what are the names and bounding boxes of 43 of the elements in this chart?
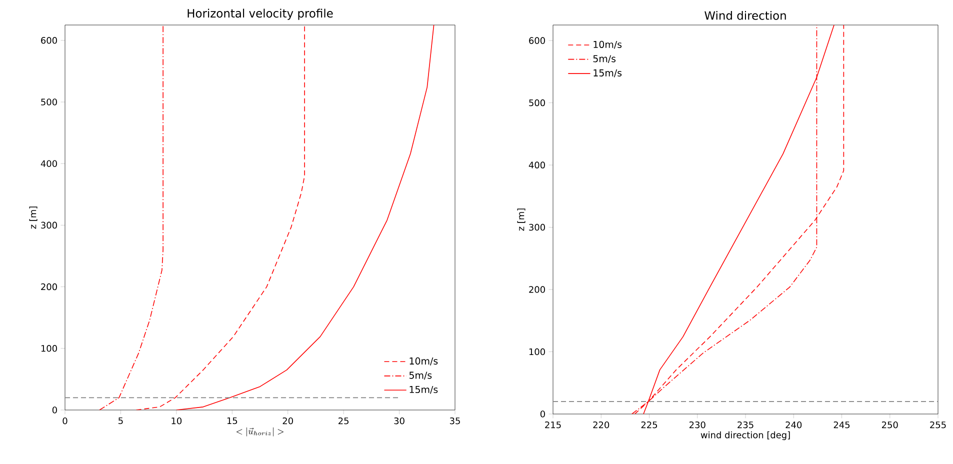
y-tick-label: 200	[41, 283, 57, 290]
legend-label: 15m/s	[594, 69, 622, 78]
x-tick-label: 30	[394, 417, 404, 424]
x-tick-label: 240	[786, 421, 802, 428]
x-tick-label: 215	[545, 421, 561, 428]
x-tick-label: 225	[641, 421, 658, 428]
y-tick-label: 600	[529, 37, 545, 44]
x-tick-label: 20	[282, 417, 293, 424]
legend-label: 15m/s	[410, 386, 438, 394]
y-tick-label: 100	[529, 348, 545, 356]
x-tick-label: 0	[62, 417, 68, 424]
x-tick-label: 35	[450, 417, 460, 424]
x-tick-label: 5	[118, 417, 123, 424]
legend-label: 5m/s	[593, 55, 616, 63]
legend-label: 10m/s	[594, 40, 622, 49]
chart-title: Horizontal velocity profile	[188, 8, 333, 20]
x-tick-label: 250	[882, 421, 898, 428]
y-tick-label: 0	[52, 406, 57, 414]
x-tick-label: 10	[172, 417, 182, 424]
x-axis-title: wind direction [deg]	[700, 431, 790, 440]
y-axis-title: z [m]	[29, 206, 38, 229]
x-tick-label: 15	[227, 417, 238, 424]
y-tick-label: 200	[529, 286, 545, 293]
y-tick-label: 600	[41, 37, 57, 44]
chart-title: Wind direction	[704, 10, 786, 20]
x-tick-label: 230	[689, 421, 706, 428]
y-tick-label: 500	[529, 99, 545, 106]
y-tick-label: 100	[41, 345, 57, 352]
x-tick-label: 255	[930, 421, 946, 428]
x-axis-title: $<|\vec{u}_{horiz}|>$	[236, 427, 284, 436]
x-tick-label: 220	[593, 421, 610, 428]
legend-label: 10m/s	[410, 357, 438, 366]
y-tick-label: 0	[540, 410, 545, 418]
x-tick-label: 245	[834, 421, 850, 428]
legend-label: 5m/s	[409, 372, 432, 380]
y-tick-label: 300	[529, 224, 545, 231]
x-tick-label: 25	[338, 417, 348, 424]
y-tick-label: 400	[528, 162, 545, 168]
x-tick-label: 235	[738, 421, 754, 428]
y-axis-title: z [m]	[517, 208, 526, 231]
y-tick-label: 300	[41, 222, 57, 229]
y-tick-label: 400	[40, 160, 57, 167]
y-tick-label: 500	[41, 98, 57, 106]
